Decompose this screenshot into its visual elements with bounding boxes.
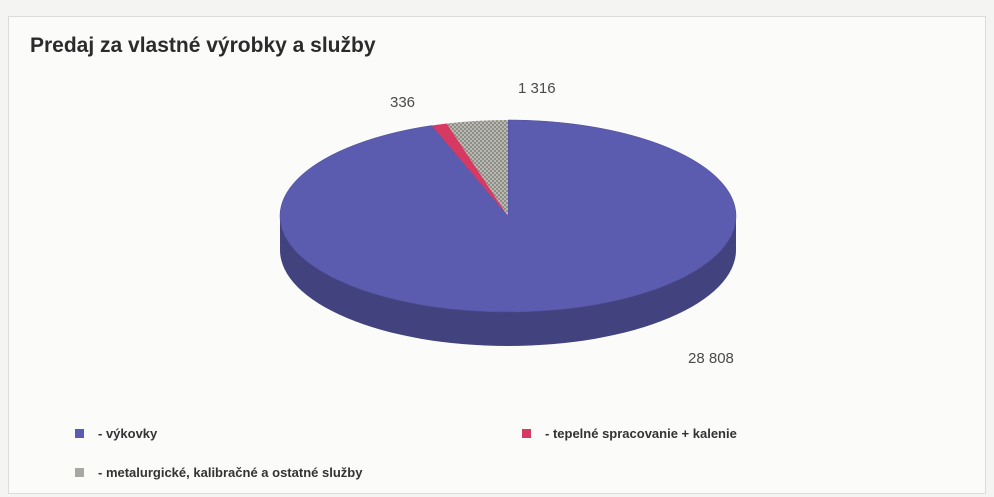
pie-slice-metalurgicke (446, 120, 508, 216)
legend-swatch-vykovky (75, 429, 84, 438)
data-label-336: 336 (390, 94, 416, 111)
legend-label-tepelne: - tepelné spracovanie + kalenie (545, 426, 737, 441)
legend-item-tepelne: - tepelné spracovanie + kalenie (522, 426, 737, 441)
legend-label-metalurgicke: - metalurgické, kalibračné a ostatné slu… (98, 465, 363, 480)
data-label-1316: 1 316 (518, 80, 556, 97)
legend-item-vykovky: - výkovky (75, 426, 157, 441)
legend-item-metalurgicke: - metalurgické, kalibračné a ostatné slu… (75, 465, 362, 480)
legend-swatch-metalurgicke (75, 468, 84, 477)
pie-slice-vykovky (279, 119, 737, 313)
pie-slice-tepelne (431, 123, 508, 216)
data-label-28808: 28 808 (688, 350, 734, 367)
chart-title: Predaj za vlastné výrobky a služby (30, 34, 376, 57)
pie-side-wall (280, 216, 736, 346)
legend-label-vykovky: - výkovky (98, 426, 158, 441)
legend-swatch-tepelne (522, 429, 531, 438)
